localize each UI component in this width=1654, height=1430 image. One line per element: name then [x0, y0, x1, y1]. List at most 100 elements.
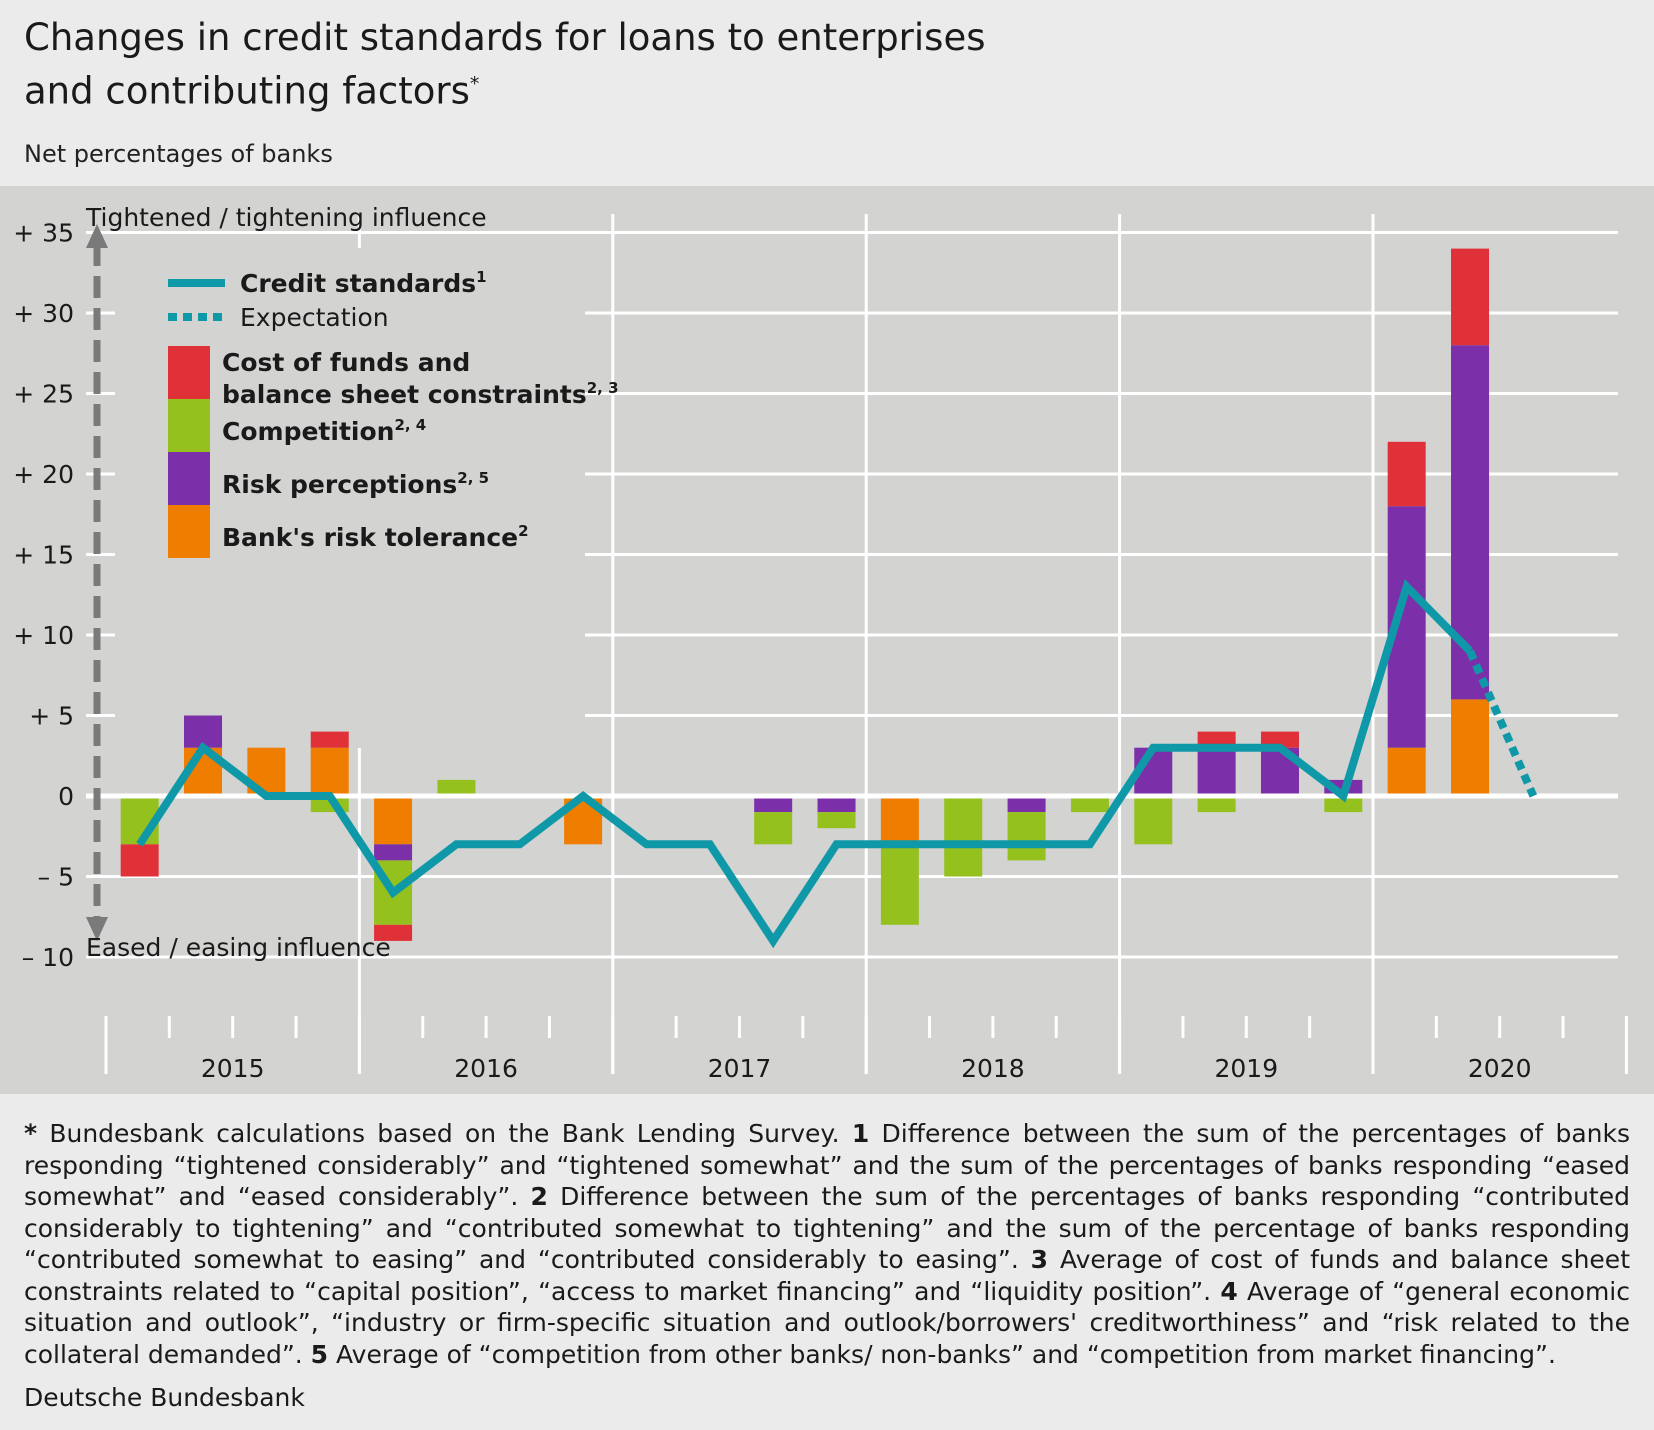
legend-line-label: Credit standards1	[240, 268, 487, 298]
bar-tolerance	[1387, 747, 1426, 796]
year-label: 2015	[201, 1054, 265, 1083]
legend-tolerance-note: 2	[518, 522, 528, 540]
legend-competition-note: 2, 4	[394, 416, 426, 434]
bar-tolerance	[374, 796, 413, 845]
footnote-text-4: Average of “general economic situation a…	[24, 1276, 1630, 1369]
chart-title-line-1: Changes in credit standards for loans to…	[24, 16, 986, 59]
legend: Credit standards1 Expectation Cost of fu…	[168, 268, 619, 558]
credit-standards-polyline	[136, 579, 1473, 949]
credit-standards-point	[1278, 746, 1281, 749]
credit-standards-line	[136, 579, 1538, 949]
footnote-number-5: 5	[310, 1339, 329, 1369]
legend-expectation-label: Expectation	[240, 303, 389, 332]
bar-risk	[817, 796, 856, 813]
arrow-down-head	[86, 917, 108, 941]
y-tick-label: + 10	[13, 621, 74, 650]
y-tick-label: + 5	[29, 702, 74, 731]
direction-arrow	[86, 224, 108, 941]
footnote-number-1: 1	[851, 1119, 870, 1148]
y-tick-label: – 5	[38, 863, 74, 892]
bar-cost	[1387, 441, 1426, 507]
credit-standards-point	[772, 939, 775, 942]
credit-standards-point	[1215, 746, 1218, 749]
y-tick-label: + 25	[13, 380, 74, 409]
y-tick-label: + 15	[13, 541, 74, 570]
title-footnote-marker: *	[469, 73, 480, 95]
bar-cost	[1197, 731, 1236, 748]
y-tick-label: 0	[58, 782, 74, 811]
year-label: 2020	[1468, 1054, 1532, 1083]
bar-competition	[944, 796, 983, 877]
chart-subtitle: Net percentages of banks	[24, 140, 333, 168]
legend-competition-swatch	[168, 399, 210, 452]
bar-competition	[880, 844, 919, 925]
year-label: 2016	[454, 1054, 518, 1083]
footnote: * Bundesbank calculations based on the B…	[24, 1118, 1630, 1370]
credit-standards-point	[708, 843, 711, 846]
footnote-text-1: Difference between the sum of the percen…	[24, 1119, 1630, 1211]
credit-standards-point	[1342, 795, 1345, 797]
footnote-text-2: Difference between the sum of the percen…	[24, 1182, 1630, 1274]
y-tick-labels: + 35 + 30 + 25 + 20 + 15 + 10 + 5 0 – 5 – 10	[13, 219, 74, 973]
footnote-number-3: 3	[1030, 1245, 1049, 1274]
year-label: 2017	[708, 1054, 772, 1083]
legend-cost-label-2: balance sheet constraints2, 3	[222, 379, 619, 409]
credit-standards-point	[962, 843, 965, 846]
credit-standards-point	[392, 891, 395, 894]
legend-line-text: Credit standards	[240, 269, 476, 298]
chart-title: Changes in credit standards for loans to…	[24, 14, 986, 114]
bar-tolerance	[1451, 699, 1490, 796]
bar-risk	[754, 796, 793, 813]
footnote-star: *	[24, 1119, 38, 1148]
y-tick-label: + 30	[13, 299, 74, 328]
credit-standards-point	[1152, 746, 1155, 749]
footnote-text-3: Average of cost of funds and balance she…	[24, 1245, 1630, 1306]
bar-risk	[1197, 747, 1236, 796]
bar-competition	[1197, 796, 1236, 813]
bar-competition	[1134, 796, 1173, 845]
footnote-text-0: Bundesbank calculations based on the Ban…	[37, 1119, 852, 1148]
credit-standards-point	[138, 843, 141, 846]
credit-standards-point	[645, 843, 648, 846]
bar-competition	[437, 779, 476, 796]
legend-tolerance-text: Bank's risk tolerance	[222, 523, 518, 552]
bar-risk	[374, 844, 413, 861]
legend-cost-label-1: Cost of funds and	[222, 348, 470, 377]
credit-standards-point	[1088, 843, 1091, 846]
bottom-annotation: Eased / easing influence	[86, 933, 391, 962]
credit-standards-point	[898, 843, 901, 846]
chart-svg: + 35 + 30 + 25 + 20 + 15 + 10 + 5 0 – 5 – 10 2015…	[0, 186, 1654, 1094]
credit-standards-point	[518, 843, 521, 846]
credit-standards-point	[1405, 585, 1408, 588]
source-label: Deutsche Bundesbank	[24, 1383, 305, 1412]
y-tick-label: – 10	[22, 943, 74, 972]
legend-line-note: 1	[476, 268, 486, 286]
bar-risk	[184, 715, 223, 748]
credit-standards-point	[202, 746, 205, 749]
bar-tolerance	[310, 747, 349, 796]
x-axis: 2015 2016 2017 2018 2019 2020	[104, 1016, 1628, 1083]
expectation-polyline	[1466, 649, 1538, 798]
credit-standards-point	[265, 795, 268, 797]
credit-standards-point	[328, 795, 331, 797]
bar-risk	[1007, 796, 1046, 813]
year-label: 2018	[961, 1054, 1025, 1083]
credit-standards-point	[1025, 843, 1028, 846]
legend-risk-swatch	[168, 452, 210, 505]
chart-title-line-2: and contributing factors	[24, 69, 470, 113]
bar-competition	[1070, 796, 1109, 813]
credit-standards-point	[835, 843, 838, 846]
top-annotation: Tightened / tightening influence	[85, 203, 487, 232]
bar-cost	[374, 924, 413, 941]
y-tick-label: + 35	[13, 219, 74, 248]
y-tick-label: + 20	[13, 460, 74, 489]
bar-cost	[310, 731, 349, 748]
bar-tolerance	[880, 796, 919, 845]
bar-competition	[817, 812, 856, 829]
credit-standards-point	[582, 795, 585, 797]
arrow-up-head	[86, 224, 108, 248]
bar-cost	[120, 844, 159, 877]
legend-competition-text: Competition	[222, 417, 394, 446]
legend-competition-label: Competition2, 4	[222, 416, 426, 446]
bar-competition	[754, 812, 793, 845]
